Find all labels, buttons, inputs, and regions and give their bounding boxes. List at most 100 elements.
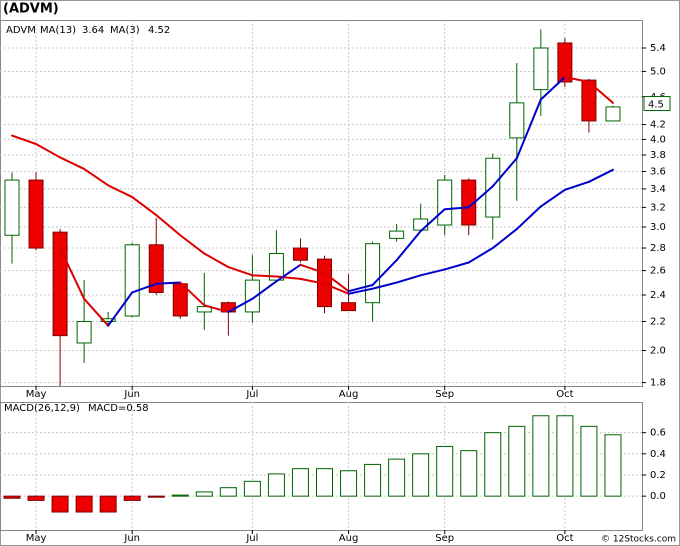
candle-body xyxy=(413,218,429,231)
y-tick-label: 2.6 xyxy=(650,266,666,277)
ma-line xyxy=(299,263,326,274)
candle-body xyxy=(52,231,68,337)
x-tick-label: Oct xyxy=(556,533,573,544)
ma-line xyxy=(275,263,302,283)
ma-line xyxy=(131,196,158,217)
y-tick-label: 4.2 xyxy=(650,120,666,131)
ma-line xyxy=(323,282,350,295)
ma-line xyxy=(443,206,470,211)
bar xyxy=(243,480,261,497)
ma-line xyxy=(155,214,182,237)
y-tick-label: 3.0 xyxy=(650,222,666,233)
ma-line xyxy=(491,228,518,250)
bar xyxy=(412,453,430,497)
ma-line xyxy=(83,167,110,187)
candle-body xyxy=(581,79,597,122)
x-tick-label: Sep xyxy=(435,389,454,400)
bar xyxy=(340,470,358,497)
bar xyxy=(604,434,622,497)
candle-body xyxy=(389,230,405,239)
bar xyxy=(484,432,502,497)
ma-line xyxy=(587,80,614,104)
candle-body xyxy=(605,106,621,122)
y-tick-label: 5.4 xyxy=(650,43,666,54)
bar xyxy=(147,495,165,498)
candle-body xyxy=(100,318,116,322)
candle-body xyxy=(196,306,212,313)
y-tick-label: 3.8 xyxy=(650,150,666,161)
ma-line xyxy=(347,283,374,293)
legend-value: 3.64 xyxy=(82,25,104,36)
candle-body xyxy=(437,179,453,226)
x-tick-label: Jul xyxy=(245,389,258,400)
y-tick-label: 4.0 xyxy=(650,134,666,145)
y-tick-label: 2.8 xyxy=(650,243,666,254)
ma-line xyxy=(539,188,566,208)
watermark: © 12Stocks.com xyxy=(601,535,676,545)
price-tag-label: 4.5 xyxy=(648,100,664,111)
y-tick-label: 0.4 xyxy=(650,449,666,460)
y-tick-label: 5.0 xyxy=(650,66,666,77)
ma-line xyxy=(227,266,254,277)
ma-line xyxy=(275,275,302,280)
x-tick-label: Jun xyxy=(123,389,140,400)
bar xyxy=(51,495,69,513)
x-tick-label: Sep xyxy=(435,533,454,544)
candle-body xyxy=(148,244,164,293)
candle-body xyxy=(4,179,20,236)
ma-line xyxy=(107,184,134,199)
legend-ticker: ADVM xyxy=(6,25,36,36)
ma-line xyxy=(443,261,470,271)
y-tick-label: 3.4 xyxy=(650,184,666,195)
legend-label: MA(13) xyxy=(40,25,76,36)
candle-body xyxy=(244,279,260,313)
ma-line xyxy=(419,208,446,233)
bar xyxy=(364,463,382,497)
candle-body xyxy=(292,247,308,261)
y-tick-label: 2.0 xyxy=(650,346,666,357)
ma-line xyxy=(515,205,542,231)
bar xyxy=(195,491,213,497)
ma-line xyxy=(347,287,374,295)
ma-line xyxy=(563,180,590,191)
ma-line xyxy=(515,98,542,160)
ma-line xyxy=(83,297,110,327)
y-tick-label: 0.6 xyxy=(650,428,666,439)
ma-line xyxy=(107,291,134,327)
ma-line xyxy=(203,304,230,313)
bar xyxy=(460,450,478,497)
ma-line xyxy=(227,297,254,313)
bar xyxy=(123,495,141,501)
ma-line xyxy=(419,268,446,277)
x-tick-label: May xyxy=(26,533,47,544)
bar xyxy=(556,415,574,497)
candle-body xyxy=(172,283,188,317)
bar xyxy=(291,468,309,497)
ma-line xyxy=(299,277,326,285)
x-tick-label: Jul xyxy=(245,533,258,544)
ma-line xyxy=(467,185,494,209)
ma-line xyxy=(371,281,398,290)
ma-line xyxy=(131,282,158,294)
y-tick-label: 2.4 xyxy=(650,290,666,301)
chart-title: (ADVM) xyxy=(3,2,59,17)
ma-line xyxy=(323,271,350,293)
y-tick-label: 1.8 xyxy=(650,378,666,389)
ma-line xyxy=(371,259,398,286)
legend-label: MACD(26,12,9) xyxy=(4,403,80,414)
price-tag xyxy=(643,96,671,112)
legend-value: MACD=0.58 xyxy=(88,403,149,414)
x-tick-label: Jun xyxy=(123,533,140,544)
ma-line xyxy=(563,75,590,83)
ma-line xyxy=(251,274,278,278)
bar xyxy=(99,495,117,513)
y-tick-label: 0.2 xyxy=(650,470,666,481)
ma-line xyxy=(11,134,38,146)
ma-line xyxy=(251,280,278,300)
bar xyxy=(171,494,189,497)
ma-line xyxy=(179,281,206,307)
ma-line xyxy=(539,75,566,101)
candle-body xyxy=(485,157,501,218)
bar xyxy=(388,458,406,497)
